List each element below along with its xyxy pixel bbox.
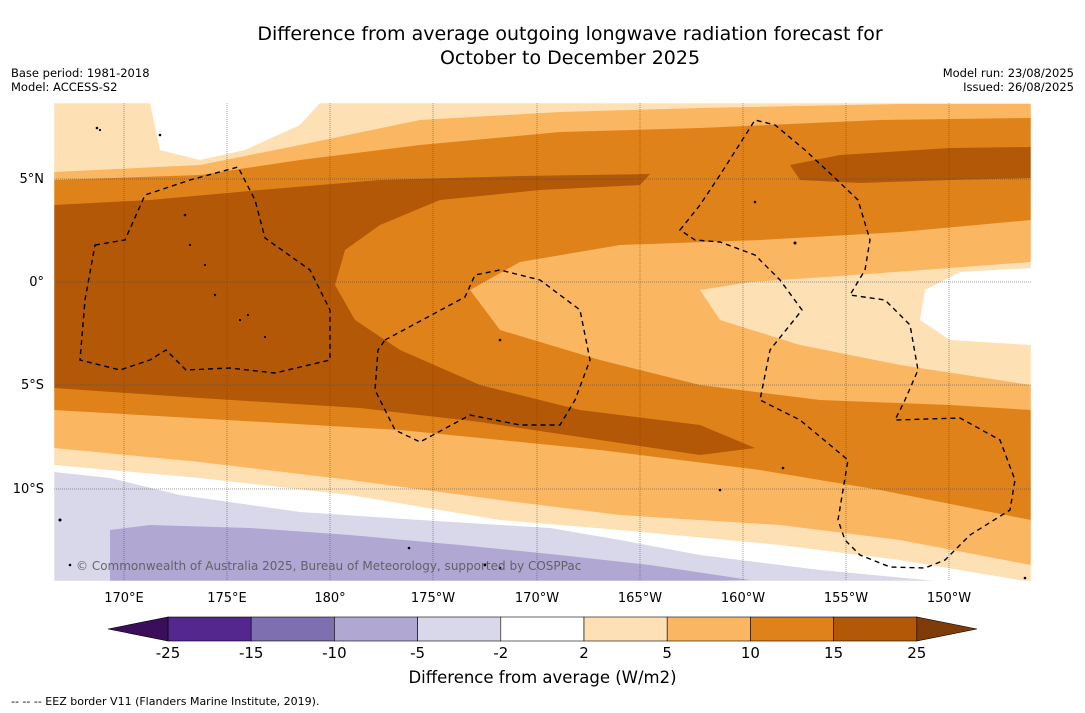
colorbar-segment [334, 616, 418, 642]
colorbar-title: Difference from average (W/m2) [408, 668, 677, 687]
colorbar-tick-label: 25 [907, 644, 926, 662]
colorbar-tick-label: -10 [322, 644, 347, 662]
contour-fill-15-25-east [790, 147, 1031, 183]
latitude-labels: 5°N 0° 5°S 10°S [13, 172, 44, 497]
title-line-1: Difference from average outgoing longwav… [257, 23, 883, 45]
lon-label-165w: 165°W [618, 591, 662, 606]
lon-label-180: 180° [314, 591, 345, 606]
lon-label-155w: 155°W [824, 591, 868, 606]
base-period: Base period: 1981-2018 [11, 66, 150, 80]
colorbar-tick-label: 5 [662, 644, 672, 662]
model-run: Model run: 23/08/2025 [942, 66, 1074, 80]
contour-fill-15-25-west [54, 174, 755, 455]
colorbar: -25 -15 -10 -5 -2 2 5 10 15 25 [107, 616, 978, 662]
colorbar-tick-label: -5 [410, 644, 425, 662]
meta-left: Base period: 1981-2018 Model: ACCESS-S2 [11, 66, 150, 94]
colorbar-segment [833, 616, 918, 642]
contour-fill-neutral-nw [150, 103, 320, 160]
colorbar-segment [666, 616, 751, 642]
lat-label-5n: 5°N [20, 172, 45, 187]
eez-border-tuvalu [79, 166, 331, 374]
lat-label-10s: 10°S [13, 482, 44, 497]
contour-fill-neg5-10 [110, 525, 750, 581]
colorbar-extend-high [916, 616, 978, 642]
eez-border-line-islands [678, 119, 1016, 569]
graticule [54, 103, 1031, 581]
lon-label-175e: 175°E [207, 591, 247, 606]
colorbar-segment [750, 616, 834, 642]
lon-label-170w: 170°W [515, 591, 559, 606]
title-line-2: October to December 2025 [439, 47, 701, 69]
colorbar-segment [417, 616, 502, 642]
meta-right: Model run: 23/08/2025 Issued: 26/08/2025 [943, 66, 1074, 94]
longitude-labels: 170°E 175°E 180° 175°W 170°W 165°W 160°W… [104, 591, 971, 606]
eez-border-phoenix [374, 269, 591, 443]
lon-label-170e: 170°E [104, 591, 144, 606]
islands [58, 126, 1027, 580]
lat-label-5s: 5°S [21, 378, 44, 393]
lon-label-175w: 175°W [411, 591, 455, 606]
lon-label-150w: 150°W [927, 591, 971, 606]
colorbar-tick-label: 10 [741, 644, 760, 662]
colorbar-segment [250, 616, 335, 642]
colorbar-extend-low [107, 616, 169, 642]
colorbar-tick-label: 2 [579, 644, 589, 662]
map-panel [54, 103, 1031, 581]
colorbar-tick-label: 15 [824, 644, 843, 662]
colorbar-segment [583, 616, 668, 642]
issued-date: Issued: 26/08/2025 [963, 80, 1074, 94]
lon-label-160w: 160°W [721, 591, 765, 606]
copyright-text: © Commonwealth of Australia 2025, Bureau… [76, 559, 581, 573]
colorbar-segment [167, 616, 252, 642]
eez-borders [79, 119, 1016, 569]
eez-footnote: -- -- -- EEZ border V11 (Flanders Marine… [11, 695, 320, 708]
colorbar-tick-label: -25 [156, 644, 181, 662]
colorbar-tick-label: -15 [239, 644, 264, 662]
colorbar-segment [500, 616, 585, 642]
contour-fill-neutral-east [920, 268, 1031, 345]
map-title: Difference from average outgoing longwav… [120, 22, 1020, 70]
model-name: Model: ACCESS-S2 [11, 80, 118, 94]
lat-label-0: 0° [29, 275, 44, 290]
colorbar-tick-label: -2 [493, 644, 508, 662]
